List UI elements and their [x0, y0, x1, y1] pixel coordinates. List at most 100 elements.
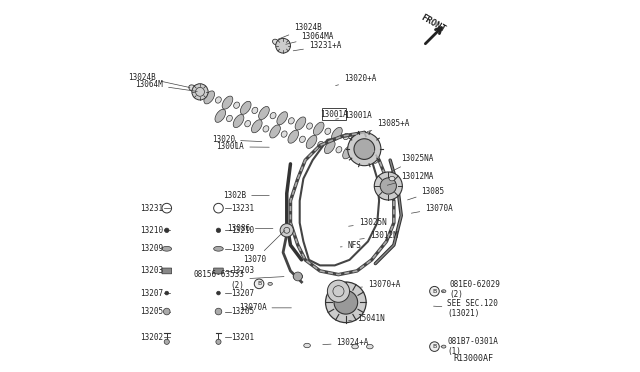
- Ellipse shape: [306, 135, 317, 148]
- Circle shape: [334, 291, 358, 314]
- Ellipse shape: [214, 246, 223, 251]
- Ellipse shape: [300, 136, 305, 142]
- Circle shape: [280, 224, 293, 237]
- Ellipse shape: [367, 344, 373, 349]
- Ellipse shape: [215, 109, 226, 122]
- Text: 13064MA: 13064MA: [286, 32, 334, 44]
- Ellipse shape: [354, 152, 360, 158]
- Circle shape: [380, 178, 396, 194]
- Ellipse shape: [259, 106, 269, 119]
- Ellipse shape: [325, 128, 331, 134]
- Ellipse shape: [252, 120, 262, 133]
- Ellipse shape: [270, 112, 276, 119]
- Ellipse shape: [273, 39, 279, 45]
- Text: B: B: [257, 281, 261, 286]
- Ellipse shape: [289, 118, 294, 124]
- Circle shape: [348, 132, 381, 166]
- Ellipse shape: [216, 97, 221, 103]
- Circle shape: [328, 280, 349, 302]
- Text: 13025NA: 13025NA: [391, 154, 434, 172]
- Ellipse shape: [263, 126, 269, 132]
- Circle shape: [276, 38, 291, 53]
- Circle shape: [216, 339, 221, 344]
- Circle shape: [192, 84, 208, 100]
- Text: 13205: 13205: [232, 307, 255, 316]
- FancyBboxPatch shape: [162, 268, 172, 274]
- Text: 13085+A: 13085+A: [367, 119, 410, 132]
- Ellipse shape: [268, 282, 273, 285]
- Text: SEE SEC.120
(13021): SEE SEC.120 (13021): [433, 299, 499, 318]
- Ellipse shape: [342, 146, 353, 159]
- Text: FRONT: FRONT: [420, 13, 447, 35]
- Text: 13012M: 13012M: [360, 231, 397, 240]
- Ellipse shape: [233, 115, 244, 128]
- Text: 13024B: 13024B: [278, 23, 322, 39]
- Text: B: B: [433, 344, 436, 349]
- Text: 13020: 13020: [212, 135, 262, 144]
- Ellipse shape: [352, 344, 358, 349]
- Text: 13070+A: 13070+A: [360, 280, 401, 289]
- Ellipse shape: [307, 123, 312, 129]
- Circle shape: [254, 279, 264, 289]
- Text: 13025N: 13025N: [349, 218, 387, 227]
- Text: 13231: 13231: [140, 203, 163, 213]
- Ellipse shape: [362, 138, 367, 145]
- Ellipse shape: [281, 131, 287, 137]
- Ellipse shape: [227, 115, 232, 122]
- Ellipse shape: [336, 147, 342, 153]
- Ellipse shape: [314, 122, 324, 135]
- Circle shape: [354, 139, 374, 160]
- Text: 13001A: 13001A: [320, 109, 348, 119]
- Text: 13024+A: 13024+A: [323, 339, 369, 347]
- Text: 1302B: 1302B: [223, 191, 269, 200]
- Ellipse shape: [241, 101, 251, 114]
- Circle shape: [216, 291, 220, 295]
- Ellipse shape: [304, 343, 310, 348]
- Text: 13024B: 13024B: [128, 73, 190, 87]
- Ellipse shape: [244, 121, 251, 127]
- Text: 13020+A: 13020+A: [335, 74, 376, 86]
- Text: 13070A: 13070A: [239, 303, 291, 312]
- Text: 13210: 13210: [232, 226, 255, 235]
- Ellipse shape: [442, 345, 446, 348]
- FancyBboxPatch shape: [214, 268, 223, 274]
- Ellipse shape: [361, 151, 372, 164]
- Ellipse shape: [332, 127, 342, 140]
- Ellipse shape: [293, 273, 303, 280]
- Ellipse shape: [324, 141, 335, 154]
- Text: 13064M: 13064M: [135, 80, 197, 92]
- Ellipse shape: [288, 130, 299, 143]
- Text: 081B7-0301A
(1): 081B7-0301A (1): [441, 337, 499, 356]
- Text: 13231: 13231: [232, 203, 255, 213]
- Text: 13209: 13209: [232, 244, 255, 253]
- Text: 13203: 13203: [232, 266, 255, 275]
- Text: 13001A: 13001A: [216, 142, 269, 151]
- Text: R13000AF: R13000AF: [454, 354, 493, 363]
- Text: 13001A: 13001A: [335, 111, 372, 121]
- Ellipse shape: [222, 96, 233, 109]
- Circle shape: [326, 282, 366, 323]
- Ellipse shape: [350, 132, 360, 145]
- Ellipse shape: [372, 157, 378, 163]
- Text: 13070A: 13070A: [412, 203, 453, 213]
- Ellipse shape: [189, 85, 196, 92]
- Ellipse shape: [317, 141, 324, 148]
- Text: 08156-63533
(2): 08156-63533 (2): [193, 270, 284, 290]
- Text: 13231+A: 13231+A: [293, 41, 341, 51]
- Ellipse shape: [234, 102, 239, 108]
- Text: 13207: 13207: [140, 289, 163, 298]
- Ellipse shape: [162, 246, 172, 251]
- Text: 081E0-62029
(2): 081E0-62029 (2): [442, 280, 500, 299]
- Text: 13086: 13086: [227, 224, 273, 233]
- Circle shape: [216, 228, 221, 232]
- Text: 13012MA: 13012MA: [387, 172, 434, 185]
- Text: 13202: 13202: [140, 333, 163, 342]
- Text: 13207: 13207: [232, 289, 255, 298]
- Text: 13209: 13209: [140, 244, 163, 253]
- Circle shape: [429, 286, 439, 296]
- Text: 13205: 13205: [140, 307, 163, 316]
- Circle shape: [215, 308, 222, 315]
- Text: 13210: 13210: [140, 226, 163, 235]
- Circle shape: [163, 308, 170, 315]
- Ellipse shape: [442, 290, 446, 293]
